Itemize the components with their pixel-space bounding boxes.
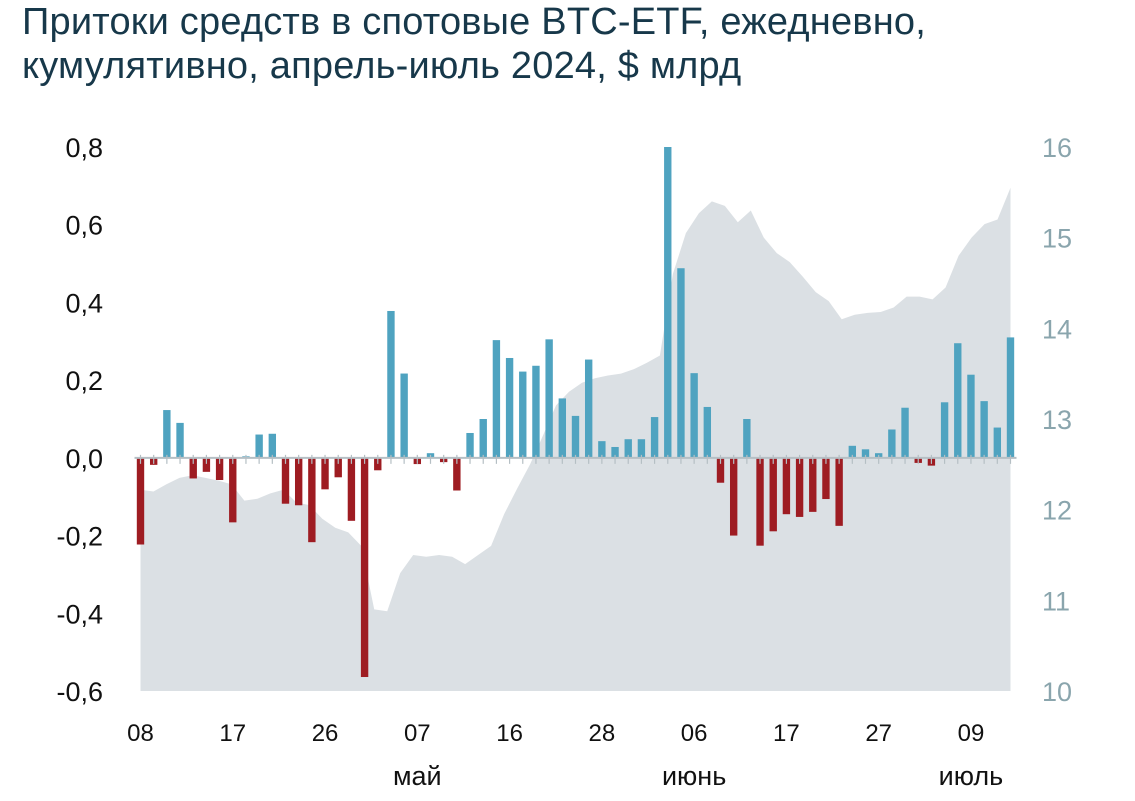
inflow-bar [255, 434, 263, 458]
inflow-bar [690, 373, 698, 458]
inflow-bar [176, 422, 184, 458]
outflow-bar [374, 457, 382, 471]
inflow-bar [466, 432, 474, 458]
outflow-bar [822, 457, 830, 500]
x-axis-tick-label: 16 [496, 720, 523, 747]
chart-title-line-2: кумулятивно, апрель-июль 2024, $ млрд [22, 45, 742, 87]
x-axis-tick-label: 27 [865, 720, 892, 747]
left-axis-tick-label: -0,2 [56, 522, 103, 552]
x-axis-tick-label: 17 [773, 720, 800, 747]
x-axis-tick-label: 08 [127, 720, 154, 747]
left-axis-tick-label: 0,0 [65, 444, 103, 474]
x-axis-tick-label: 09 [958, 720, 985, 747]
outflow-bar [716, 457, 725, 483]
left-axis-tick-label: -0,4 [56, 599, 103, 629]
inflow-bar [650, 417, 659, 458]
outflow-bar [782, 457, 791, 515]
x-axis-month-label: июль [939, 761, 1004, 791]
left-axis-tick-label: 0,2 [65, 366, 103, 396]
inflow-bar [637, 439, 646, 458]
outflow-bar [215, 457, 224, 481]
inflow-bar [479, 419, 487, 458]
right-axis-tick-label: 15 [1042, 224, 1072, 254]
inflow-bar [598, 441, 606, 458]
inflow-bar [519, 371, 527, 458]
right-axis-tick-label: 11 [1042, 586, 1070, 616]
left-axis-tick-label: 0,6 [65, 211, 103, 241]
left-axis-tick-label: 0,4 [65, 288, 103, 318]
chart-title: Притоки средств в спотовые BTC-ETF, ежед… [22, 0, 1132, 88]
inflow-bar [492, 340, 501, 458]
inflow-bar [901, 407, 909, 458]
inflow-bar [940, 402, 949, 458]
inflow-bar [558, 398, 567, 458]
outflow-bar [835, 457, 843, 526]
outflow-bar [189, 457, 197, 479]
outflow-bar [347, 457, 356, 521]
outflow-bar [453, 457, 461, 491]
right-axis-tick-label: 16 [1042, 133, 1072, 163]
inflow-bar [861, 449, 870, 458]
inflow-bar [624, 439, 632, 458]
x-axis-tick-label: 07 [404, 720, 431, 747]
x-axis-tick-label: 28 [589, 720, 616, 747]
inflow-bar [571, 415, 580, 458]
outflow-bar [321, 457, 329, 490]
inflow-bar [387, 310, 395, 458]
right-axis-tick-label: 13 [1042, 405, 1072, 435]
inflow-bar [703, 406, 712, 458]
x-axis-tick-label: 06 [681, 720, 708, 747]
inflow-bar [611, 446, 619, 458]
inflow-bar [584, 359, 593, 458]
inflow-bar [848, 445, 857, 458]
outflow-bar [334, 457, 342, 478]
x-axis-month-label: май [393, 761, 442, 791]
right-axis-tick-label: 12 [1042, 496, 1072, 526]
inflow-bar [505, 357, 514, 458]
chart-title-line-1: Притоки средств в спотовые BTC-ETF, ежед… [22, 1, 926, 43]
outflow-bar [795, 457, 804, 517]
right-axis-tick-label: 14 [1042, 314, 1072, 344]
outflow-bar [202, 457, 211, 472]
inflow-bar [1006, 337, 1015, 458]
outflow-bar [729, 457, 738, 536]
outflow-bar [294, 457, 303, 506]
inflow-bar [993, 427, 1002, 458]
outflow-bar [281, 457, 290, 504]
inflow-bar [545, 339, 553, 458]
inflow-bar [532, 365, 540, 458]
outflow-bar [769, 457, 777, 532]
x-axis-tick-label: 17 [219, 720, 246, 747]
inflow-bar [163, 410, 171, 458]
x-axis-month-label: июнь [662, 761, 726, 791]
outflow-bar [229, 457, 237, 523]
outflow-bar [809, 457, 817, 512]
inflow-bar [980, 401, 988, 458]
outflow-bar [360, 457, 369, 678]
left-axis-tick-label: 0,8 [65, 133, 103, 163]
outflow-bar [756, 457, 764, 546]
inflow-bar [400, 373, 408, 458]
right-axis-tick-label: 10 [1042, 677, 1072, 707]
inflow-bar [743, 419, 751, 458]
inflow-bar [664, 147, 672, 458]
inflow-bar [967, 374, 975, 458]
inflow-bar [268, 433, 277, 458]
daily-flow-bars-layer [136, 147, 1015, 678]
outflow-bar [308, 457, 316, 543]
inflow-bar [677, 268, 685, 458]
inflow-bar [954, 343, 962, 458]
x-axis-tick-label: 26 [312, 720, 339, 747]
outflow-bar [136, 457, 145, 545]
inflow-bar [888, 429, 896, 458]
axes-layer: 0,8 0,6 0,4 0,2 0,0 -0,2 -0,4 -0,6 16 15 14 13 12 11 1… [56, 133, 1072, 791]
left-axis-tick-label: -0,6 [56, 677, 103, 707]
